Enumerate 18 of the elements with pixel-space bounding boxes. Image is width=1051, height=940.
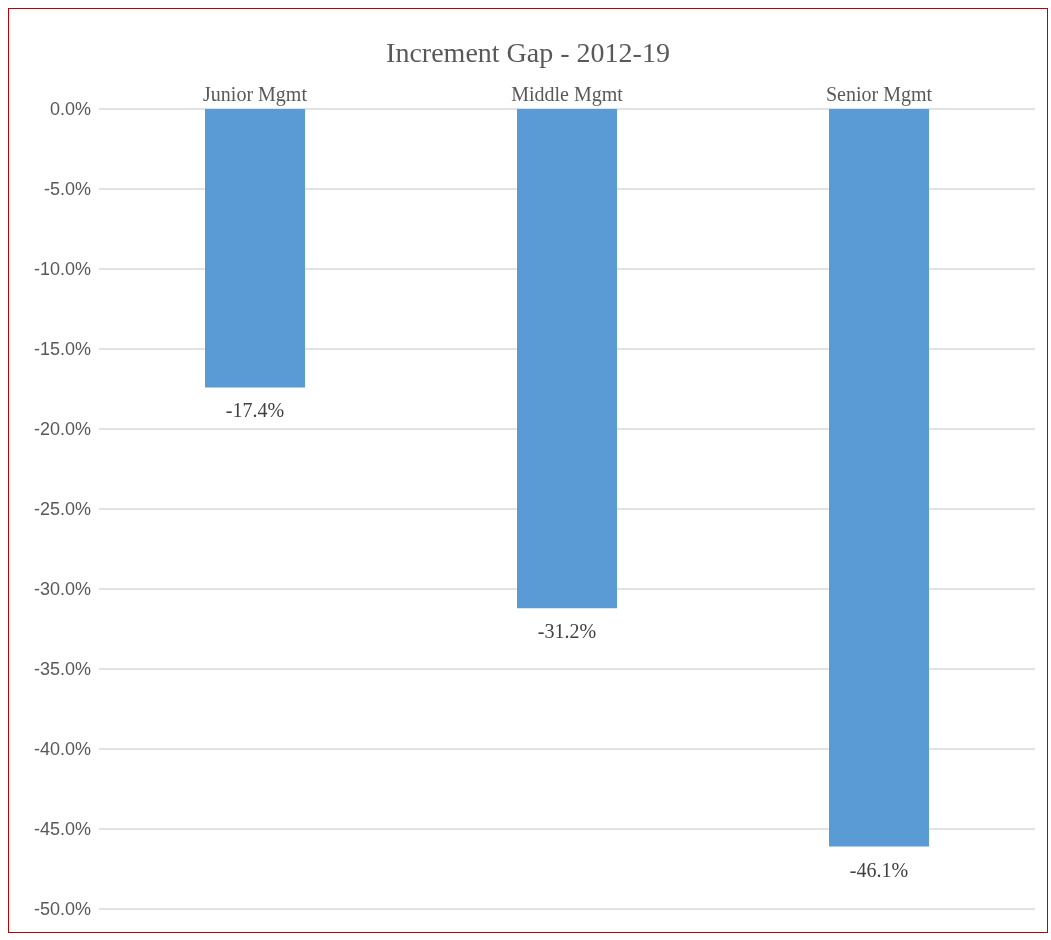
y-tick-label: -15.0%: [33, 339, 91, 360]
y-tick-label: -10.0%: [33, 259, 91, 280]
data-label: -46.1%: [849, 858, 909, 881]
chart-title: Increment Gap - 2012-19: [385, 36, 671, 69]
y-tick-label: -50.0%: [33, 899, 91, 920]
x-tick-label: Senior Mgmt: [825, 83, 933, 106]
x-tick-label: Middle Mgmt: [511, 83, 624, 106]
y-tick-label: -25.0%: [33, 499, 91, 520]
y-tick-label: -45.0%: [33, 819, 91, 840]
x-tick-label: Junior Mgmt: [203, 83, 308, 106]
y-tick-label: -5.0%: [43, 179, 91, 200]
y-tick-label: -20.0%: [33, 419, 91, 440]
data-label: -31.2%: [537, 620, 597, 643]
y-tick-label: 0.0%: [49, 99, 91, 120]
data-label: -17.4%: [225, 399, 285, 422]
y-tick-label: -30.0%: [33, 579, 91, 600]
y-tick-label: -35.0%: [33, 659, 91, 680]
y-tick-label: -40.0%: [33, 739, 91, 760]
